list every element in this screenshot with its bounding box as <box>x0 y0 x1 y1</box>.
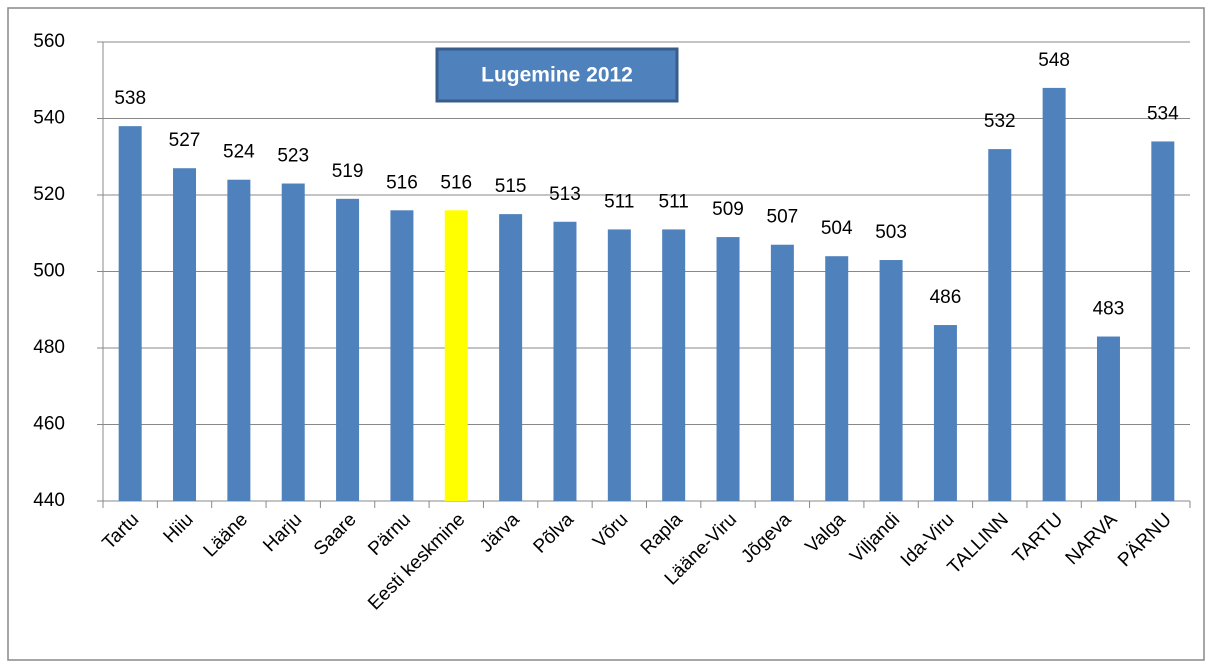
bar <box>390 210 414 502</box>
data-label: 519 <box>332 161 364 182</box>
bar <box>716 237 740 501</box>
data-label: 504 <box>821 218 853 239</box>
data-label: 511 <box>659 191 689 212</box>
bar <box>1096 336 1120 501</box>
bar <box>499 214 523 501</box>
bar <box>879 260 903 501</box>
y-tick-label: 440 <box>33 490 65 511</box>
data-label: 513 <box>549 184 581 205</box>
data-label: 516 <box>440 172 472 193</box>
data-label: 515 <box>495 176 527 197</box>
data-label: 509 <box>712 199 744 220</box>
data-label: 523 <box>277 146 309 167</box>
bar <box>988 149 1012 501</box>
bar <box>607 229 631 502</box>
bar <box>444 210 468 502</box>
bar <box>553 221 577 501</box>
data-label: 483 <box>1093 299 1125 320</box>
data-label: 548 <box>1038 50 1070 71</box>
bar <box>770 244 794 501</box>
chart-title: Lugemine 2012 <box>481 64 633 87</box>
bar <box>933 325 957 501</box>
data-label: 527 <box>169 130 201 151</box>
bar <box>336 198 360 501</box>
y-tick-label: 500 <box>33 261 65 282</box>
y-tick-label: 460 <box>33 414 65 435</box>
data-label: 511 <box>604 191 634 212</box>
data-label: 534 <box>1147 103 1179 124</box>
bar <box>118 126 142 502</box>
y-tick-label: 560 <box>33 31 65 52</box>
y-tick-label: 480 <box>33 337 65 358</box>
data-label: 524 <box>223 142 255 163</box>
data-label: 486 <box>930 287 962 308</box>
data-label: 532 <box>984 111 1016 132</box>
bar <box>227 179 251 501</box>
data-label: 503 <box>875 222 907 243</box>
data-label: 507 <box>767 207 799 228</box>
data-label: 538 <box>114 88 146 109</box>
bar <box>825 256 849 501</box>
y-tick-label: 520 <box>33 184 65 205</box>
data-label: 516 <box>386 172 418 193</box>
y-tick-label: 540 <box>33 108 65 129</box>
bar <box>662 229 686 502</box>
bar <box>281 183 305 501</box>
bar <box>173 168 197 501</box>
title-box <box>435 47 679 103</box>
bar <box>1042 87 1066 502</box>
bar <box>1151 141 1175 501</box>
